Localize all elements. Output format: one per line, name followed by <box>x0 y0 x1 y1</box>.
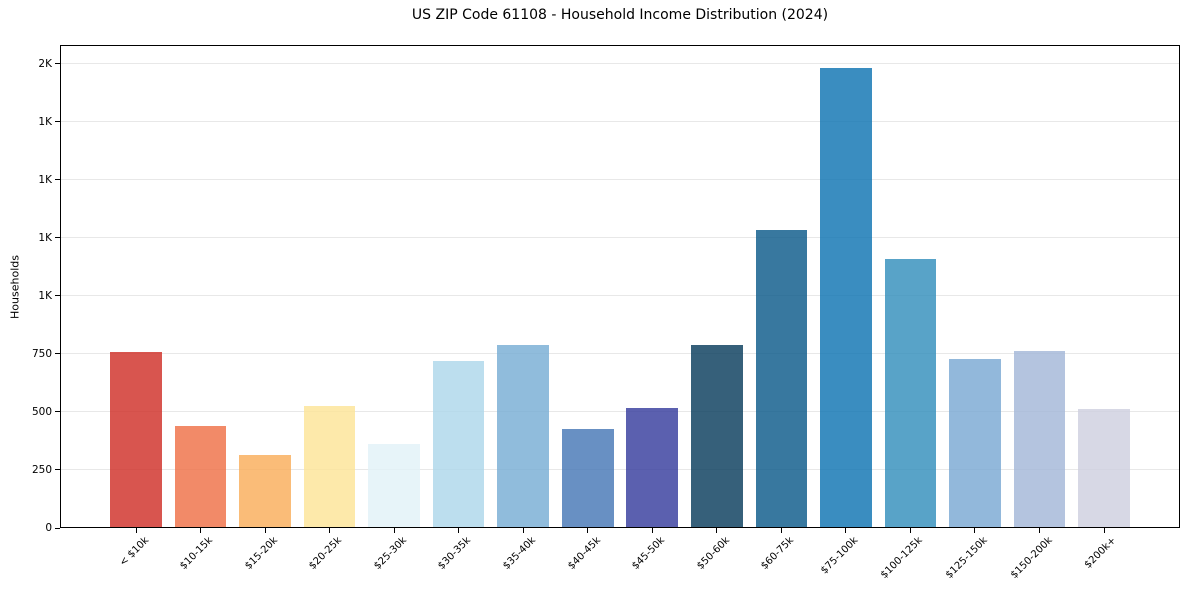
y-tick-label: 1K <box>38 173 52 186</box>
x-tick-label: $200k+ <box>1082 535 1119 571</box>
x-tick-mark <box>909 528 911 533</box>
bar-$60-75k <box>755 229 808 528</box>
bar-< $10k <box>110 351 162 528</box>
x-tick-label: < $10k <box>117 535 151 569</box>
plot-area <box>60 45 1180 528</box>
bar-$50-60k <box>690 345 743 528</box>
gridline <box>60 179 1180 181</box>
bar-$100-125k <box>884 259 937 528</box>
gridline <box>60 121 1180 123</box>
bar-$45-50k <box>626 408 679 528</box>
x-tick-label: $150-200k <box>1008 535 1055 581</box>
x-tick-mark <box>522 528 524 533</box>
gridline <box>60 353 1180 355</box>
x-tick-label: $30-35k <box>436 535 474 572</box>
x-tick-mark <box>587 528 589 533</box>
x-tick-label: $125-150k <box>943 535 990 581</box>
x-tick-mark <box>1103 528 1105 533</box>
gridline <box>60 237 1180 239</box>
x-tick-label: $20-25k <box>307 535 345 572</box>
y-tick-label: 250 <box>31 463 52 476</box>
bar-$15-20k <box>239 455 291 528</box>
x-tick-mark <box>845 528 847 533</box>
x-tick-mark <box>974 528 976 533</box>
gridline <box>60 469 1180 471</box>
y-tick-label: 750 <box>31 347 52 360</box>
bar-$20-25k <box>303 406 356 528</box>
chart-title: US ZIP Code 61108 - Household Income Dis… <box>411 7 829 23</box>
x-tick-mark <box>651 528 653 533</box>
x-tick-mark <box>264 528 266 533</box>
gridline <box>60 295 1180 297</box>
bar-$30-35k <box>432 360 485 528</box>
y-tick-label: 2K <box>38 57 52 70</box>
bar-$35-40k <box>497 344 549 528</box>
bar-$75-100k <box>820 68 872 528</box>
x-tick-label: $60-75k <box>759 535 797 572</box>
gridline <box>60 63 1180 65</box>
x-tick-label: $50-60k <box>694 535 732 572</box>
x-tick-label: $100-125k <box>879 535 926 581</box>
bar-$200k+ <box>1078 408 1130 528</box>
y-tick-label: 0 <box>45 522 52 534</box>
x-tick-mark <box>135 528 137 533</box>
x-tick-label: $10-15k <box>178 535 216 572</box>
x-tick-label: $25-30k <box>371 535 409 572</box>
plot-border <box>60 45 1180 528</box>
x-tick-label: $35-40k <box>501 535 538 572</box>
gridline <box>60 411 1180 413</box>
bar-$40-45k <box>561 428 614 528</box>
x-tick-label: $15-20k <box>242 535 280 572</box>
x-tick-mark <box>393 528 395 533</box>
y-tick-label: 1K <box>38 115 52 128</box>
bar-$150-200k <box>1013 351 1066 528</box>
x-tick-label: $75-100k <box>819 535 861 577</box>
bar-$125-150k <box>949 358 1001 528</box>
x-tick-mark <box>458 528 460 533</box>
bar-$10-15k <box>174 426 227 528</box>
x-tick-mark <box>1038 528 1040 533</box>
x-tick-mark <box>716 528 718 533</box>
x-tick-label: $40-45k <box>565 535 603 572</box>
y-tick-label: 500 <box>31 405 52 418</box>
x-tick-mark <box>780 528 782 533</box>
x-tick-label: $45-50k <box>630 535 668 572</box>
x-tick-mark <box>200 528 202 533</box>
y-axis-label: Households <box>8 255 22 319</box>
y-tick-label: 1K <box>38 231 52 244</box>
bar-$25-30k <box>368 443 420 528</box>
x-tick-mark <box>329 528 331 533</box>
